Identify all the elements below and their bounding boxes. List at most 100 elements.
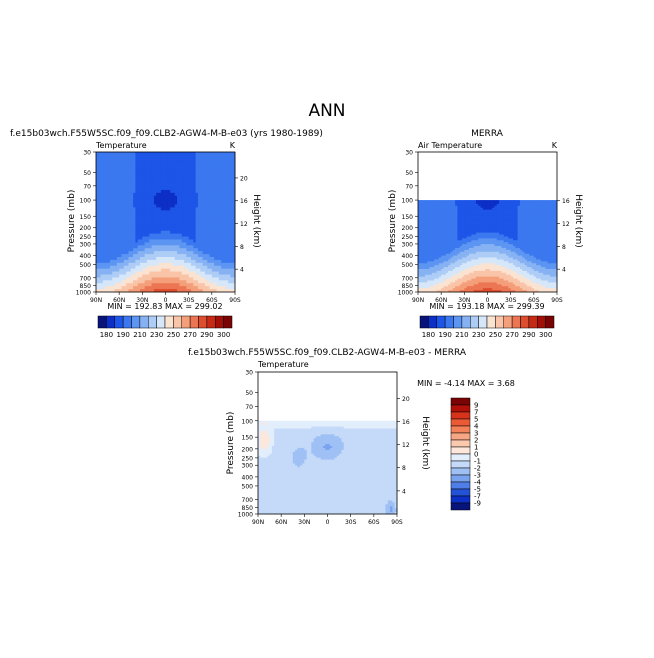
panel-model-cell — [117, 263, 120, 266]
panel-model-cell — [191, 277, 194, 280]
panel-model-cell — [96, 286, 99, 289]
panel-model-cell — [140, 202, 143, 205]
panel-model-cell — [198, 199, 201, 202]
panel-model-cell — [126, 257, 129, 260]
panel-model-cell — [128, 167, 131, 170]
panel-model-cell — [228, 172, 231, 175]
panel-model-cell — [159, 286, 162, 289]
panel-model-cell — [142, 266, 145, 269]
panel-model-cell — [193, 222, 196, 225]
panel-model-cell — [131, 170, 134, 173]
panel-model-cell — [207, 257, 210, 260]
panel-model-cell — [142, 184, 145, 187]
panel-model-cell — [156, 277, 159, 280]
panel-model-cell — [207, 275, 210, 278]
panel-model-cell — [112, 184, 115, 187]
panel-model-cell — [159, 172, 162, 175]
panel-model-cell — [203, 213, 206, 216]
panel-model-cell — [198, 260, 201, 263]
panel-model-cell — [189, 158, 192, 161]
panel-model-cell — [170, 187, 173, 190]
panel-model-cell — [119, 280, 122, 283]
panel-model-cell — [168, 242, 171, 245]
panel-model-cell — [223, 266, 226, 269]
panel-model-cell — [119, 170, 122, 173]
panel-model-cell — [216, 283, 219, 286]
panel-model-cell — [186, 272, 189, 275]
panel-model-cell — [170, 248, 173, 251]
panel-model-cell — [117, 155, 120, 158]
panel-model-cell — [205, 240, 208, 243]
panel-model-cell — [210, 164, 213, 167]
panel-model-cell — [108, 199, 111, 202]
panel-model-cell — [191, 175, 194, 178]
panel-model-cell — [121, 231, 124, 234]
panel-model-cell — [193, 210, 196, 213]
panel-model-cell — [175, 219, 178, 222]
panel-model-cell — [200, 257, 203, 260]
panel-model-cell — [193, 170, 196, 173]
panel-model-cell — [119, 172, 122, 175]
panel-model-cell — [147, 263, 150, 266]
panel-model-cell — [156, 202, 159, 205]
panel-model-cell — [126, 219, 129, 222]
panel-model-cell — [200, 178, 203, 181]
panel-model-cell — [119, 161, 122, 164]
panel-model-cell — [221, 205, 224, 208]
panel-model-cell — [117, 240, 120, 243]
panel-model-cell — [191, 234, 194, 237]
panel-model-cell — [121, 240, 124, 243]
panel-model-colorbar-label: 290 — [200, 331, 213, 339]
panel-model-cell — [156, 251, 159, 254]
panel-model-cell — [166, 207, 169, 210]
panel-model-cell — [96, 277, 99, 280]
panel-model-cell — [170, 286, 173, 289]
panel-model-cell — [177, 172, 180, 175]
panel-model-cell — [103, 196, 106, 199]
panel-model-cell — [138, 190, 141, 193]
panel-model-cell — [219, 277, 222, 280]
panel-model-cell — [175, 237, 178, 240]
panel-model-cell — [219, 222, 222, 225]
panel-model-cell — [121, 202, 124, 205]
panel-model-cell — [103, 248, 106, 251]
panel-model-cell — [103, 275, 106, 278]
panel-model-cell — [103, 272, 106, 275]
panel-model-cell — [110, 210, 113, 213]
panel-model-cell — [193, 202, 196, 205]
panel-model-cell — [138, 184, 141, 187]
panel-model-cell — [126, 286, 129, 289]
panel-model-cell — [121, 172, 124, 175]
panel-model-cell — [135, 240, 138, 243]
panel-model-cell — [177, 277, 180, 280]
panel-model-cell — [210, 152, 213, 155]
panel-model-cell — [193, 225, 196, 228]
panel-model-cell — [203, 164, 206, 167]
panel-model-cell — [161, 167, 164, 170]
panel-model-cell — [193, 152, 196, 155]
panel-model-cell — [163, 184, 166, 187]
panel-model-cell — [133, 213, 136, 216]
panel-model-cell — [179, 269, 182, 272]
panel-model-cell — [163, 196, 166, 199]
panel-model-cell — [216, 175, 219, 178]
panel-model-cell — [186, 260, 189, 263]
panel-model-cell — [228, 155, 231, 158]
panel-model-cell — [105, 164, 108, 167]
panel-model-cell — [212, 175, 215, 178]
panel-model-cell — [196, 178, 199, 181]
panel-model-cell — [121, 254, 124, 257]
panel-model-cell — [170, 167, 173, 170]
panel-model-cell — [179, 242, 182, 245]
panel-model-cell — [147, 213, 150, 216]
panel-model-cell — [179, 190, 182, 193]
panel-model-cell — [142, 286, 145, 289]
panel-model-cell — [142, 237, 145, 240]
panel-model-cell — [177, 228, 180, 231]
panel-model-cell — [191, 231, 194, 234]
panel-model-cell — [140, 181, 143, 184]
panel-model-cell — [214, 184, 217, 187]
panel-model-cell — [210, 266, 213, 269]
panel-model-cell — [168, 257, 171, 260]
panel-model-cell — [191, 242, 194, 245]
